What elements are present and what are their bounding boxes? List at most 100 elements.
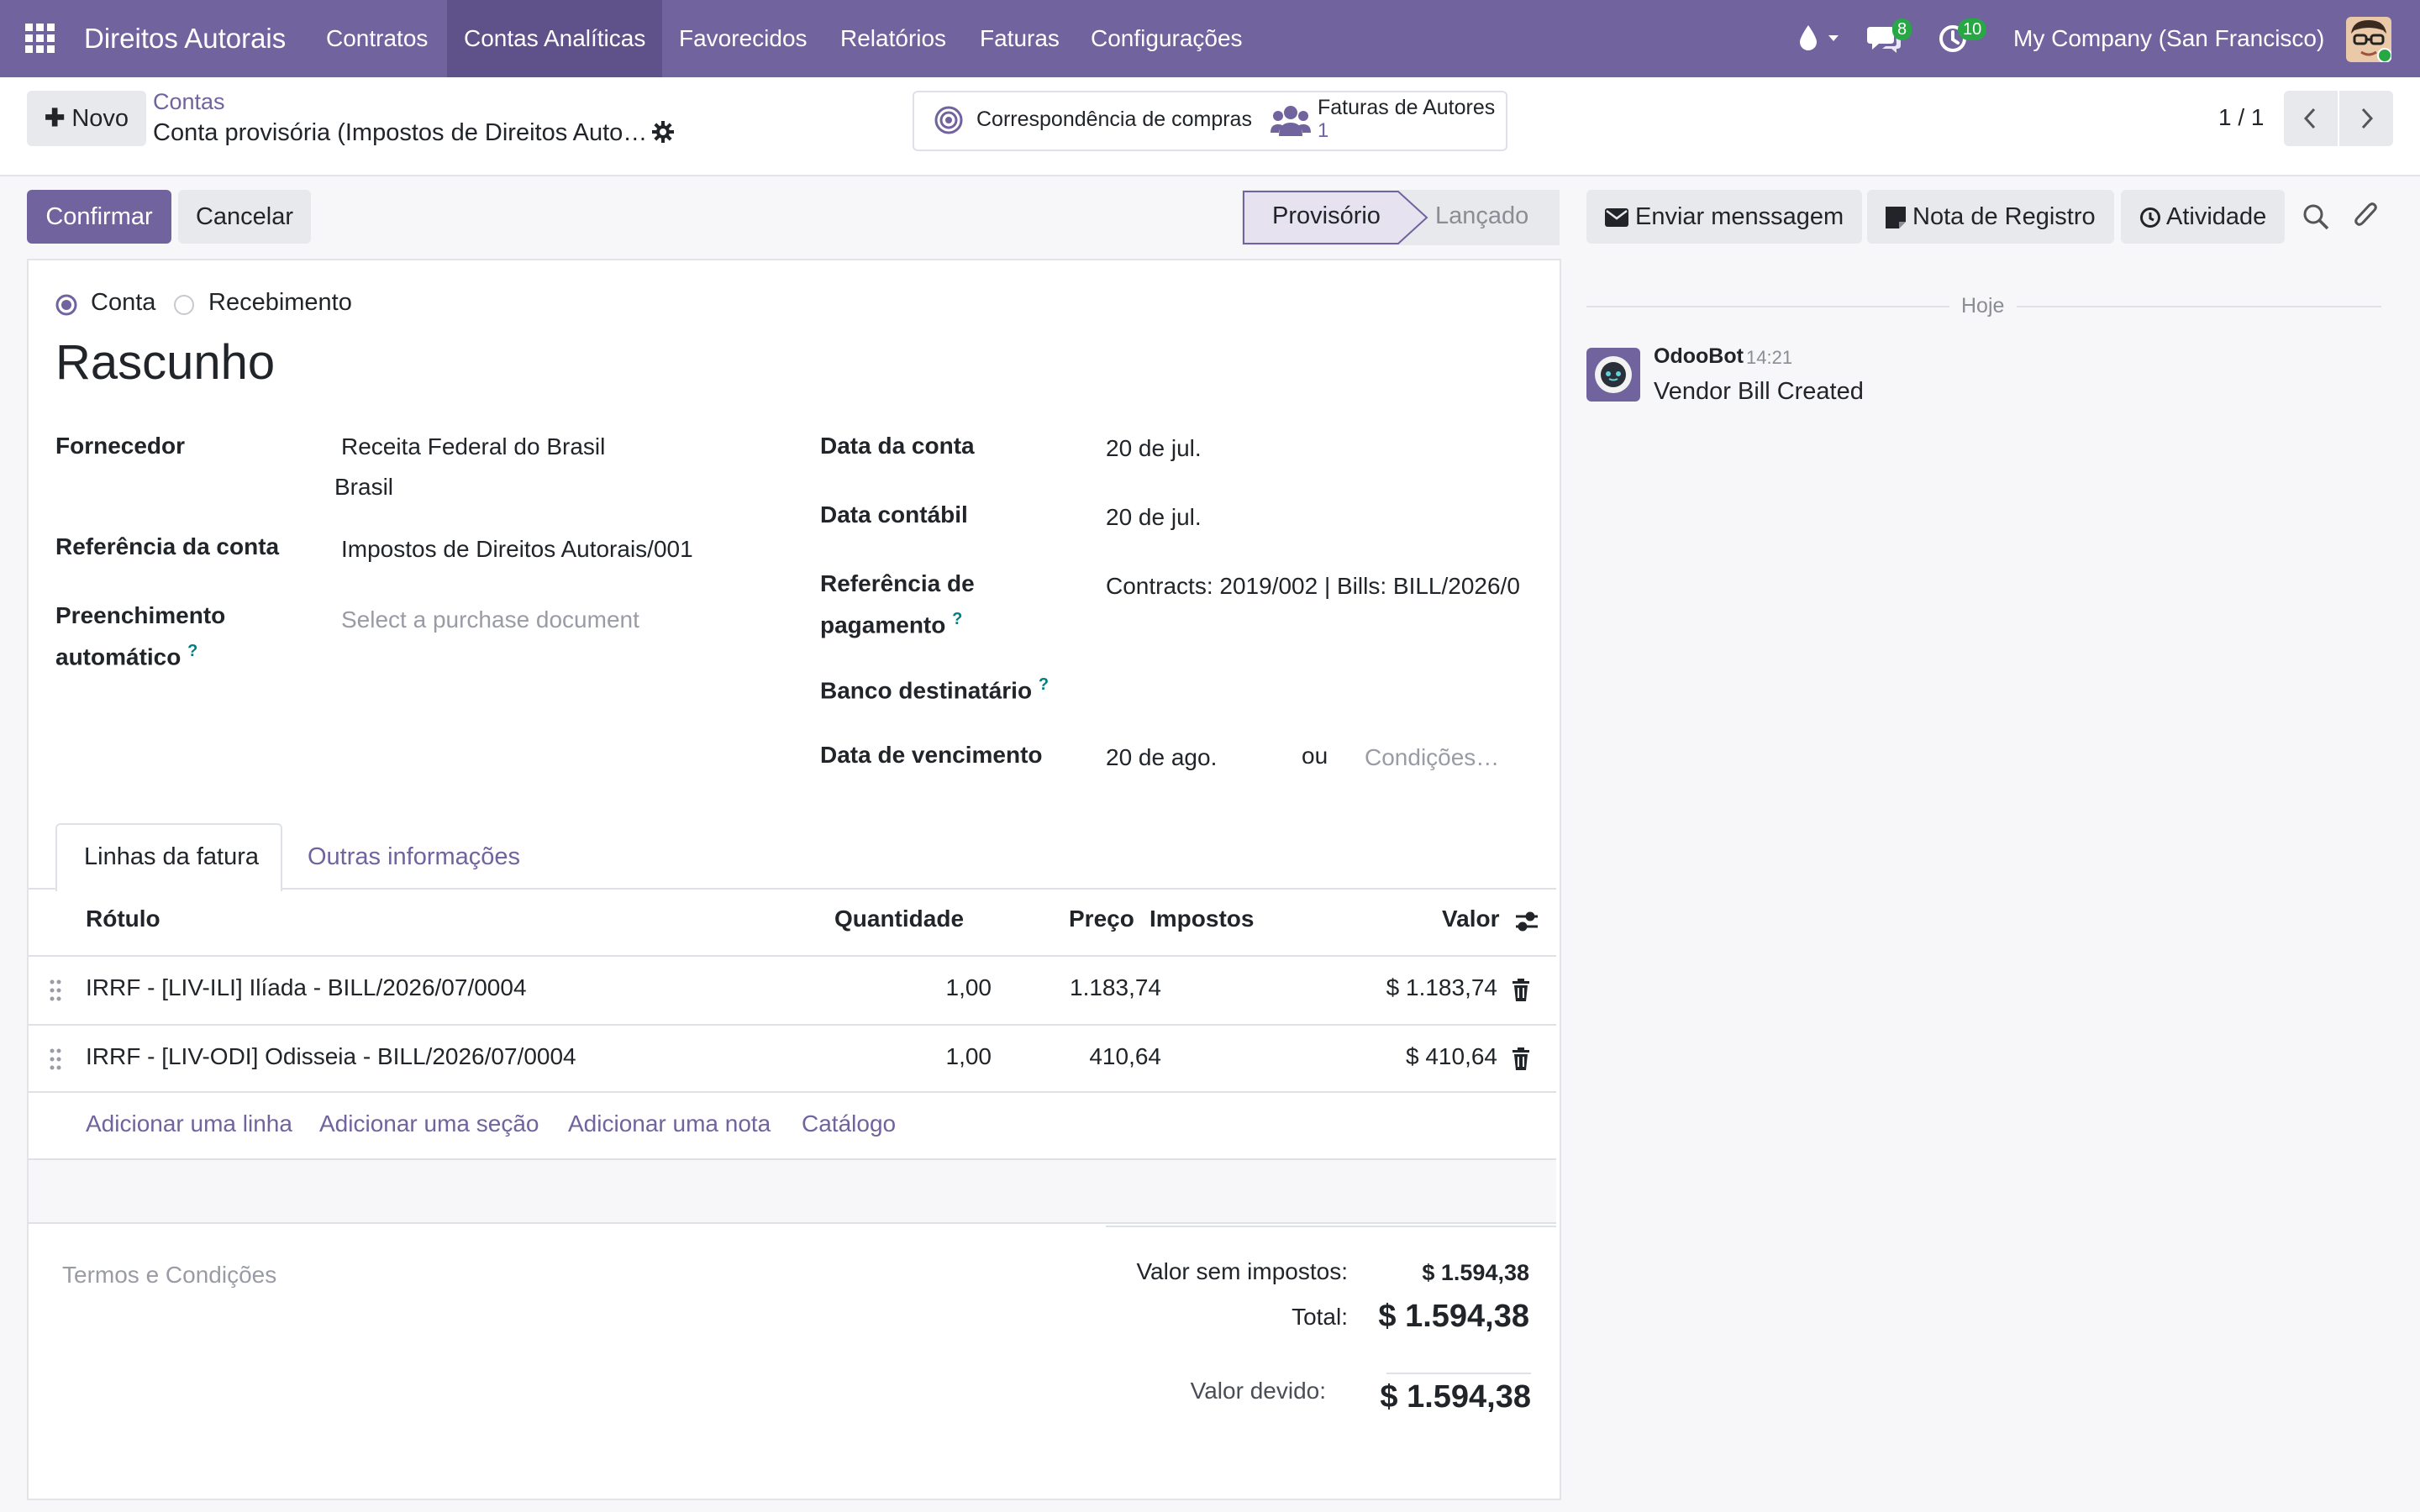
chevron-left-icon <box>2303 108 2316 129</box>
date-separator-line-right <box>2017 306 2381 307</box>
app-grid-icon[interactable] <box>24 22 57 55</box>
pager-value[interactable]: 1 / 1 <box>2218 104 2265 130</box>
delete-line-icon[interactable] <box>1511 1047 1531 1071</box>
bill-reference-field[interactable]: Impostos de Direitos Autorais/001 <box>341 536 693 562</box>
message-time: 14:21 <box>1746 347 1793 368</box>
totals-top-border <box>1106 1226 1556 1227</box>
total-label: Total: <box>1292 1304 1348 1330</box>
line-quantity[interactable]: 1,00 <box>945 974 992 1000</box>
add-line-link[interactable]: Adicionar uma linha <box>86 1110 292 1137</box>
clock-icon <box>2139 207 2161 228</box>
terms-conditions-input[interactable]: Termos e Condições <box>62 1262 277 1288</box>
autofill-label-line1: Preenchimento <box>55 602 226 628</box>
smart-button-purchase-matching[interactable]: Correspondência de compras <box>913 91 1264 151</box>
activity-button[interactable]: Atividade <box>2121 190 2286 244</box>
menu-favorecidos[interactable]: Favorecidos <box>679 25 808 51</box>
tab-other-info[interactable]: Outras informações <box>308 843 521 870</box>
optional-columns-icon[interactable] <box>1514 909 1539 934</box>
debug-drop-icon[interactable] <box>1798 24 1845 54</box>
radio-recebimento[interactable] <box>173 294 195 316</box>
payment-reference-field[interactable]: Contracts: 2019/002 | Bills: BILL/2026/0 <box>1106 573 1520 599</box>
amount-due-value: $ 1.594,38 <box>1380 1379 1531 1415</box>
total-value: $ 1.594,38 <box>1378 1299 1529 1334</box>
autofill-label-line2: automático <box>55 643 182 670</box>
payment-terms-input[interactable]: Condições… <box>1365 744 1500 770</box>
date-separator: Hoje <box>1961 294 2005 318</box>
add-section-link[interactable]: Adicionar uma seção <box>319 1110 539 1137</box>
log-note-button[interactable]: Nota de Registro <box>1867 190 2114 244</box>
form-sheet <box>27 259 1561 1500</box>
line-amount: $ 410,64 <box>1406 1043 1497 1069</box>
bill-date-field[interactable]: 20 de jul. <box>1106 435 1202 461</box>
new-button[interactable]: ✚ Novo <box>27 91 146 146</box>
message-author[interactable]: OdooBot <box>1654 344 1744 368</box>
line-quantity[interactable]: 1,00 <box>945 1043 992 1069</box>
vendor-label: Fornecedor <box>55 433 186 459</box>
menu-relatorios[interactable]: Relatórios <box>840 25 947 51</box>
autofill-input[interactable]: Select a purchase document <box>341 606 639 633</box>
due-date-label: Data de vencimento <box>820 742 1043 768</box>
record-title: Rascunho <box>55 335 276 390</box>
table-row[interactable]: IRRF - [LIV-ILI] Ilíada - BILL/2026/07/0… <box>29 957 1556 1024</box>
status-posted[interactable]: Lançado <box>1435 202 1529 229</box>
send-message-button[interactable]: Enviar menssagem <box>1586 190 1863 244</box>
add-note-link[interactable]: Adicionar uma nota <box>568 1110 771 1137</box>
column-header-taxes[interactable]: Impostos <box>1150 906 1255 932</box>
messages-count-badge: 8 <box>1892 18 1912 40</box>
note-icon <box>1886 207 1906 229</box>
company-switcher[interactable]: My Company (San Francisco) <box>2013 25 2325 51</box>
payment-reference-label-line1: Referência de <box>820 570 975 596</box>
pager-previous-button[interactable] <box>2284 91 2338 146</box>
pager-next-button[interactable] <box>2339 91 2393 146</box>
drag-handle-icon[interactable] <box>49 1047 62 1071</box>
table-empty-footer <box>29 1160 1556 1224</box>
bill-reference-label: Referência da conta <box>55 533 280 559</box>
smart-button-author-bills[interactable]: Faturas de Autores 1 <box>1260 91 1507 151</box>
breadcrumb-parent[interactable]: Contas <box>153 89 225 114</box>
amount-due-divider <box>1386 1373 1531 1374</box>
users-icon <box>1270 104 1311 138</box>
gear-icon[interactable] <box>652 121 674 143</box>
paperclip-icon[interactable] <box>2353 200 2380 230</box>
radio-conta[interactable] <box>55 294 77 316</box>
chevron-right-icon <box>2361 108 2374 129</box>
drag-handle-icon[interactable] <box>49 979 62 1002</box>
purchase-matching-label: Correspondência de compras <box>976 108 1252 131</box>
app-name[interactable]: Direitos Autorais <box>84 23 287 54</box>
payment-reference-help-icon[interactable]: ? <box>952 610 963 628</box>
column-header-label[interactable]: Rótulo <box>86 906 160 932</box>
status-draft[interactable]: Provisório <box>1272 202 1381 229</box>
target-icon <box>934 106 963 134</box>
column-header-amount[interactable]: Valor <box>1442 906 1500 932</box>
row-divider <box>29 1091 1556 1093</box>
column-header-price[interactable]: Preço <box>1069 906 1134 932</box>
line-price[interactable]: 1.183,74 <box>1070 974 1161 1000</box>
accounting-date-field[interactable]: 20 de jul. <box>1106 504 1202 530</box>
recipient-bank-help-icon[interactable]: ? <box>1038 675 1050 694</box>
tab-invoice-lines[interactable]: Linhas da fatura <box>55 823 282 891</box>
column-header-quantity[interactable]: Quantidade <box>834 906 965 932</box>
menu-configuracoes[interactable]: Configurações <box>1091 25 1243 51</box>
message-body: Vendor Bill Created <box>1654 378 1864 405</box>
menu-contas-analiticas[interactable]: Contas Analíticas <box>447 0 663 77</box>
menu-faturas[interactable]: Faturas <box>980 25 1060 51</box>
autofill-help-icon[interactable]: ? <box>187 642 198 660</box>
cancel-button[interactable]: Cancelar <box>178 190 311 244</box>
odoobot-avatar[interactable] <box>1586 348 1640 402</box>
user-avatar[interactable] <box>2346 17 2391 62</box>
delete-line-icon[interactable] <box>1511 979 1531 1002</box>
autofill-label: Preenchimento automático ? <box>55 598 225 675</box>
table-row[interactable]: IRRF - [LIV-ODI] Odisseia - BILL/2026/07… <box>29 1026 1556 1093</box>
catalog-link[interactable]: Catálogo <box>802 1110 897 1137</box>
activity-label: Atividade <box>2166 203 2267 230</box>
line-price[interactable]: 410,64 <box>1089 1043 1161 1069</box>
vendor-field[interactable]: Receita Federal do Brasil <box>341 433 606 459</box>
confirm-button[interactable]: Confirmar <box>27 190 171 244</box>
due-date-field[interactable]: 20 de ago. <box>1106 744 1218 770</box>
line-label[interactable]: IRRF - [LIV-ODI] Odisseia - BILL/2026/07… <box>86 1043 576 1069</box>
menu-contratos[interactable]: Contratos <box>326 25 429 51</box>
line-label[interactable]: IRRF - [LIV-ILI] Ilíada - BILL/2026/07/0… <box>86 974 527 1000</box>
row-divider <box>29 1024 1556 1026</box>
search-messages-icon[interactable] <box>2302 203 2329 230</box>
author-bills-label: Faturas de Autores <box>1318 96 1496 119</box>
